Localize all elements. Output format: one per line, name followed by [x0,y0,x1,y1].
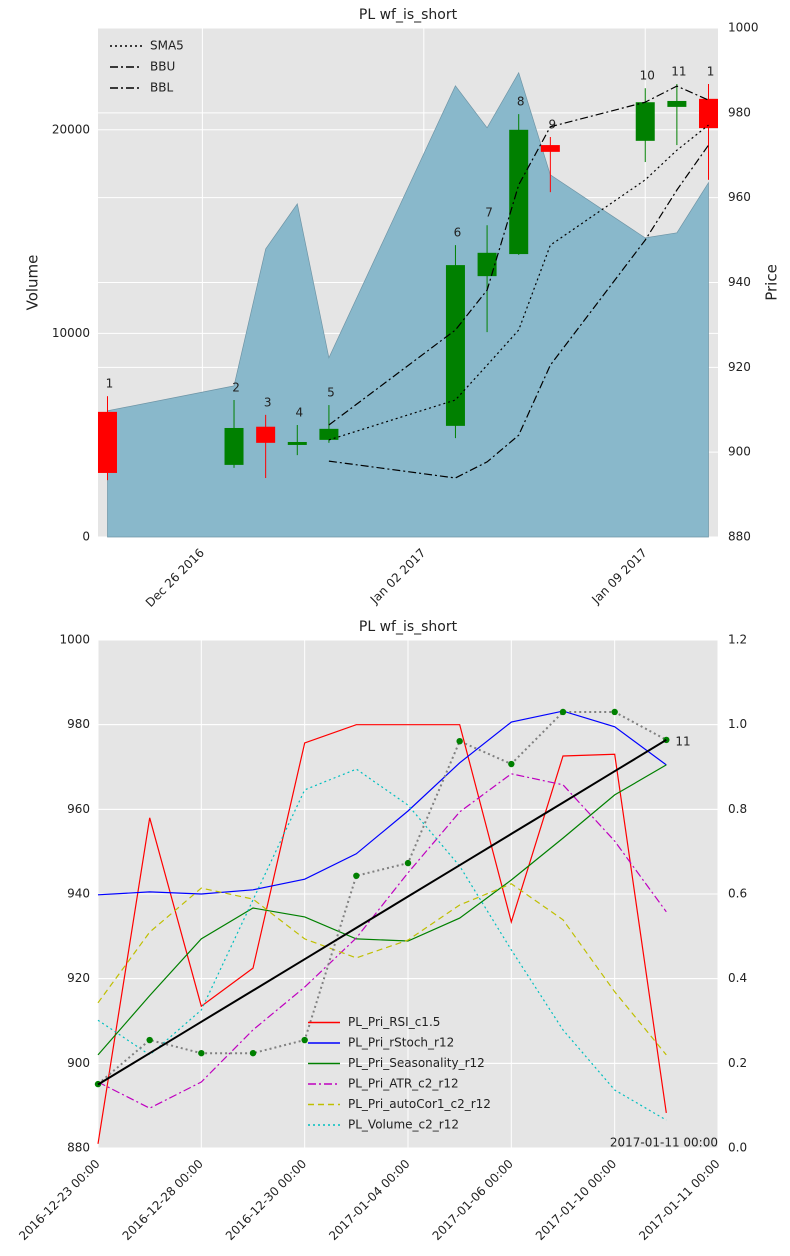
candle-body [287,441,307,445]
candle-body [699,98,719,129]
legend-label: PL_Pri_RSI_c1.5 [348,1015,440,1029]
y2-tick-label: 960 [728,190,751,204]
series-line [97,711,667,1085]
x-tick-label: 2017-01-11 00:00 [636,1157,722,1243]
x-tick-label: 2016-12-28 00:00 [120,1157,206,1243]
x-tick-label: 2017-01-04 00:00 [326,1157,412,1243]
y2-tick-label: 900 [728,445,751,459]
chart-title: PL wf_is_short [359,7,458,23]
chart-title: PL wf_is_short [359,619,458,635]
candle-label: 4 [295,406,303,420]
candle-body [667,100,687,107]
y-tick-label: 880 [67,1141,90,1155]
candle-body [319,428,339,440]
legend-label: PL_Volume_c2_r12 [348,1118,459,1132]
y-tick-label: 1000 [59,633,90,647]
candle-label: 8 [517,95,525,109]
candle-label: 3 [264,395,272,409]
y2-tick-label: 920 [728,360,751,374]
y2-tick-label: 1.2 [728,633,747,647]
y2-axis-label: Price [763,264,781,301]
candle-body [635,102,655,141]
candle-label: 5 [327,386,335,400]
y-tick-label: 980 [67,717,90,731]
series-line [328,85,709,426]
series-line [97,773,667,1109]
candle-label: 7 [485,206,493,220]
y-tick-label: 20000 [52,122,90,136]
candle-label: 2 [232,380,240,394]
x-tick-label: 2016-12-30 00:00 [223,1157,309,1243]
y2-tick-label: 940 [728,275,751,289]
y-tick-label: 0 [82,530,90,544]
candle-label: 1 [106,377,114,391]
x-tick-label: 2017-01-06 00:00 [430,1157,516,1243]
y2-tick-label: 0.8 [728,802,747,816]
y2-tick-label: 0.4 [728,971,747,985]
series-marker [508,760,515,768]
series-line [97,768,667,1121]
legend-label: PL_Pri_Seasonality_r12 [348,1056,485,1070]
candle-label: 10 [640,69,655,83]
series-marker [456,737,463,745]
candle-body [477,252,497,277]
x-tick-label: Jan 09 2017 [588,546,649,607]
legend-label: BBL [150,81,173,95]
series-line [97,739,667,1086]
series-marker [146,1036,153,1044]
y-tick-label: 900 [67,1056,90,1070]
y-tick-label: 940 [67,887,90,901]
legend-label: PL_Pri_ATR_c2_r12 [348,1077,459,1091]
y-tick-label: 960 [67,802,90,816]
series-line [97,724,667,1144]
series-marker [559,708,567,716]
y2-tick-label: 1000 [728,21,759,35]
series-marker [404,859,412,867]
legend-label: SMA5 [150,39,184,53]
series-line [97,710,667,896]
x-tick-label: Dec 26 2016 [143,546,207,610]
y2-tick-label: 1.0 [728,717,747,731]
point-label: 11 [675,734,690,748]
candle-label: 6 [454,226,462,240]
y-tick-label: 920 [67,971,90,985]
legend-label: PL_Pri_rStoch_r12 [348,1036,454,1050]
legend-label: PL_Pri_autoCor1_c2_r12 [348,1097,491,1111]
y2-tick-label: 0.6 [728,887,747,901]
candle-body [97,411,117,473]
legend-label: BBU [150,60,175,74]
candle-label: 1 [707,64,715,78]
y2-tick-label: 880 [728,530,751,544]
x-tick-label: Jan 02 2017 [367,546,428,607]
series-marker [198,1049,205,1057]
series-marker [249,1049,257,1057]
series-line [97,764,667,1056]
series-marker [301,1036,308,1044]
candle-body [540,145,560,152]
series-marker [353,872,360,879]
series-line [328,124,709,441]
candle-body [224,427,244,465]
candle-body [445,265,465,426]
x-tick-label: 2017-01-10 00:00 [533,1157,619,1243]
corner-label: 2017-01-11 00:00 [610,1136,718,1150]
y-tick-label: 10000 [52,326,90,340]
x-tick-label: 2016-12-23 00:00 [16,1157,102,1243]
series-line [328,144,709,479]
y2-tick-label: 0.0 [728,1141,747,1155]
series-marker [611,708,618,716]
series-line [97,883,667,1056]
candle-body [509,129,529,255]
y2-tick-label: 980 [728,105,751,119]
candle-label: 9 [549,118,557,132]
candle-label: 11 [671,64,686,78]
y-axis-label: Volume [24,255,42,311]
y2-tick-label: 0.2 [728,1056,747,1070]
volume-area [107,71,709,538]
candle-body [256,426,276,443]
